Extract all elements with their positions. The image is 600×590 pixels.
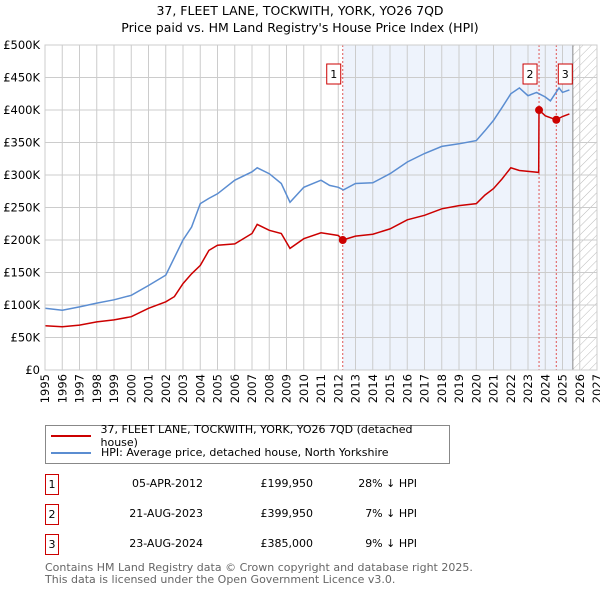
x-tick-label: 2000 <box>124 374 138 403</box>
transaction-row: 3 23-AUG-2024 £385,000 9% ↓ HPI <box>45 534 465 555</box>
sale-label: 1 <box>330 68 337 81</box>
transaction-row: 2 21-AUG-2023 £399,950 7% ↓ HPI <box>45 504 465 525</box>
sale-date: 21-AUG-2023 <box>129 507 203 520</box>
chart-subtitle: Price paid vs. HM Land Registry's House … <box>121 20 479 35</box>
y-tick-label: £250K <box>3 201 40 215</box>
x-tick-label: 2025 <box>556 374 570 403</box>
y-tick-label: £0 <box>25 363 40 377</box>
x-tick-label: 2014 <box>366 374 380 403</box>
x-tick-label: 2024 <box>538 374 552 403</box>
x-tick-label: 2004 <box>193 374 207 403</box>
x-tick-label: 1996 <box>55 374 69 403</box>
y-tick-label: £450K <box>3 71 40 85</box>
x-tick-label: 2012 <box>331 374 345 403</box>
marker-badge: 3 <box>45 534 59 555</box>
sale-label-box <box>522 63 538 85</box>
y-tick-label: £150K <box>3 266 40 280</box>
x-tick-label: 1999 <box>107 374 121 403</box>
x-tick-label: 2015 <box>383 374 397 403</box>
sale-price: £199,950 <box>260 477 314 490</box>
y-tick-label: £500K <box>3 38 40 52</box>
legend-swatch-red <box>51 434 91 437</box>
legend-label: HPI: Average price, detached house, Nort… <box>101 446 389 459</box>
x-tick-label: 2008 <box>262 374 276 403</box>
x-tick-label: 2007 <box>245 374 259 403</box>
hpi-diff: 7% ↓ HPI <box>365 507 417 520</box>
x-tick-label: 2017 <box>418 374 432 403</box>
y-tick-label: £350K <box>3 136 40 150</box>
y-tick-label: £400K <box>3 103 40 117</box>
property-price-line <box>44 108 570 328</box>
licence-line: This data is licensed under the Open Gov… <box>45 573 396 586</box>
sale-point <box>535 106 544 115</box>
x-tick-label: 2020 <box>469 374 483 403</box>
sale-price: £399,950 <box>260 507 314 520</box>
legend-swatch-blue <box>51 451 91 454</box>
x-tick-label: 2010 <box>297 374 311 403</box>
x-tick-label: 2021 <box>487 374 501 403</box>
marker-badge: 2 <box>45 504 59 525</box>
legend-item-property: 37, FLEET LANE, TOCKWITH, YORK, YO26 7QD… <box>51 423 449 449</box>
legend: 37, FLEET LANE, TOCKWITH, YORK, YO26 7QD… <box>45 423 450 464</box>
x-tick-label: 2002 <box>159 374 173 403</box>
price-chart: 1995 1996 1997 1998 1999 2000 2001 2002 2003 2004… <box>3 38 600 403</box>
copyright-line: Contains HM Land Registry data © Crown c… <box>45 561 473 574</box>
transaction-row: 1 05-APR-2012 £199,950 28% ↓ HPI <box>45 474 465 495</box>
sale-date: 05-APR-2012 <box>131 477 203 490</box>
sale-label-box <box>557 63 573 85</box>
x-tick-label: 2009 <box>280 374 294 403</box>
chart-title: 37, FLEET LANE, TOCKWITH, YORK, YO26 7QD <box>156 3 444 18</box>
x-tick-label: 2019 <box>452 374 466 403</box>
y-tick-label: £300K <box>3 168 40 182</box>
sale-label-box <box>326 63 342 85</box>
sale-date: 23-AUG-2024 <box>129 537 203 550</box>
hpi-diff: 28% ↓ HPI <box>358 477 417 490</box>
x-tick-label: 2005 <box>211 374 225 403</box>
x-tick-label: 2006 <box>228 374 242 403</box>
x-tick-label: 2026 <box>573 374 587 403</box>
sale-point <box>552 115 561 124</box>
x-tick-label: 2011 <box>314 374 328 403</box>
x-tick-label: 2003 <box>176 374 190 403</box>
y-tick-label: £200K <box>3 233 40 247</box>
sale-point <box>338 236 347 245</box>
hpi-line <box>44 86 570 311</box>
x-tick-label: 1995 <box>38 374 52 403</box>
x-tick-label: 2023 <box>521 374 535 403</box>
x-tick-label: 2001 <box>142 374 156 403</box>
x-tick-label: 1998 <box>90 374 104 403</box>
x-tick-label: 2022 <box>504 374 518 403</box>
hpi-diff: 9% ↓ HPI <box>365 537 417 550</box>
sale-label: 3 <box>562 68 569 81</box>
y-tick-label: £100K <box>3 298 40 312</box>
x-tick-label: 2018 <box>435 374 449 403</box>
marker-badge: 1 <box>45 474 59 495</box>
x-tick-label: 2027 <box>590 374 600 403</box>
sale-label: 2 <box>527 68 534 81</box>
legend-item-hpi: HPI: Average price, detached house, Nort… <box>51 444 389 461</box>
x-tick-label: 1997 <box>73 374 87 403</box>
x-tick-label: 2016 <box>400 374 414 403</box>
legend-label: 37, FLEET LANE, TOCKWITH, YORK, YO26 7QD… <box>100 422 413 449</box>
y-tick-label: £50K <box>11 331 41 345</box>
x-tick-label: 2013 <box>349 374 363 403</box>
sale-price: £385,000 <box>260 537 314 550</box>
plot-frame <box>44 44 598 371</box>
